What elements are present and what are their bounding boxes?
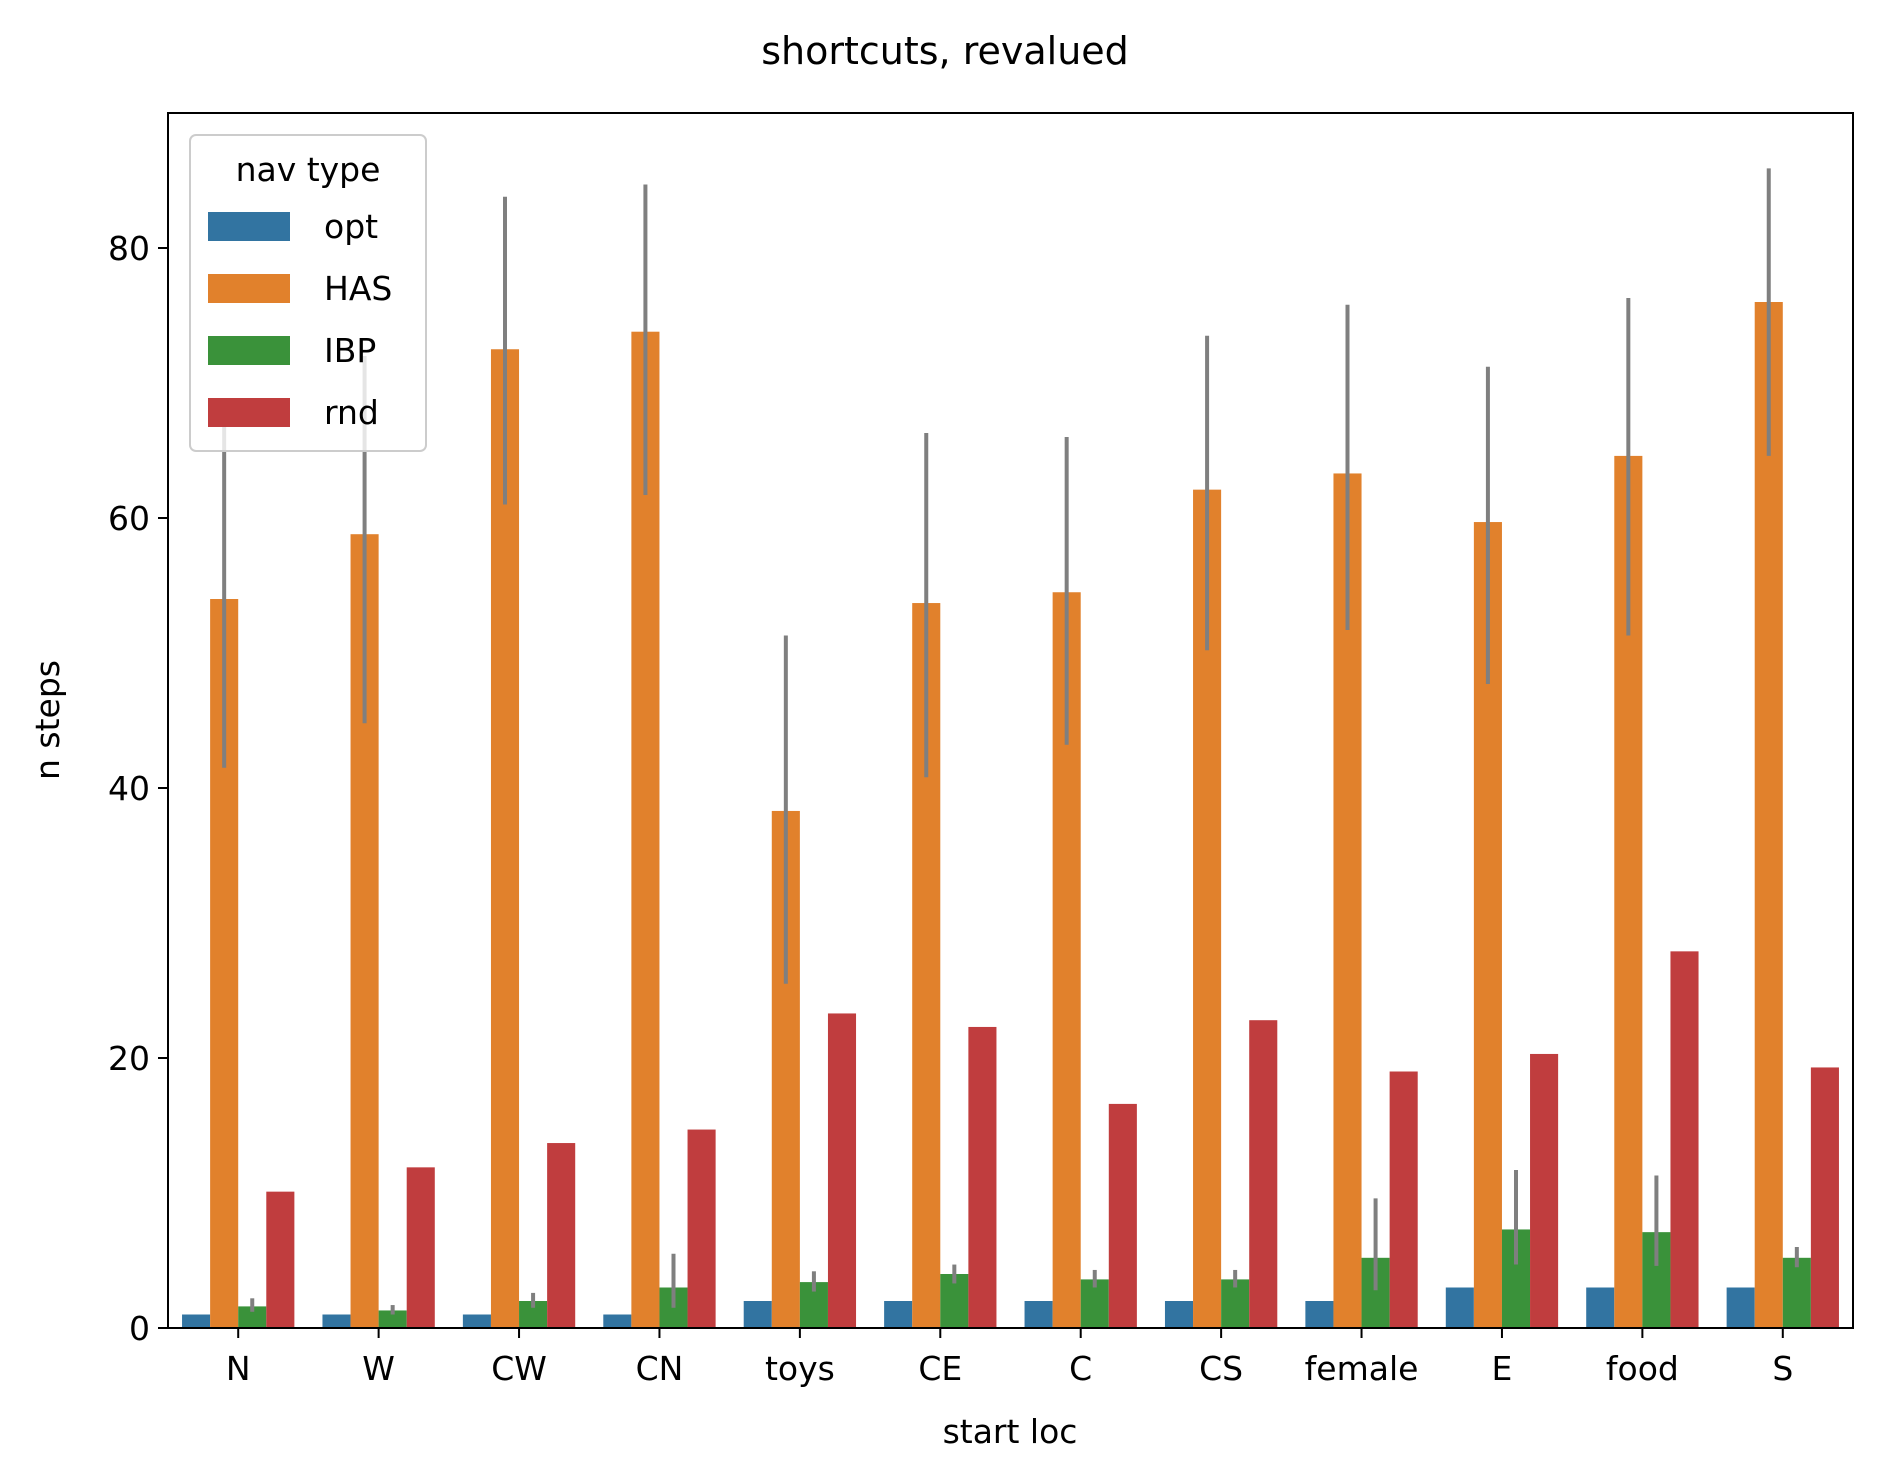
bar-opt-food (1586, 1287, 1615, 1328)
x-tick-label-C: C (1069, 1349, 1092, 1388)
bar-opt-CW (462, 1314, 491, 1328)
bar-rnd-E (1530, 1053, 1559, 1328)
legend-title: nav type (236, 150, 381, 189)
legend-swatch-IBP (208, 336, 290, 365)
x-tick-label-CS: CS (1199, 1349, 1243, 1388)
legend-swatch-rnd (208, 398, 290, 427)
chart-title: shortcuts, revalued (761, 29, 1129, 73)
x-tick-label-food: food (1606, 1349, 1679, 1388)
legend-swatch-HAS (208, 274, 290, 303)
bar-opt-CS (1164, 1301, 1194, 1328)
x-tick-label-N: N (226, 1349, 251, 1388)
bar-rnd-toys (827, 1013, 857, 1328)
legend: nav type opt HAS IBP rnd (189, 134, 427, 452)
legend-label-HAS: HAS (324, 269, 392, 308)
x-tick-label-W: W (362, 1349, 395, 1388)
bar-rnd-CS (1249, 1020, 1278, 1328)
bar-IBP-S (1782, 1257, 1811, 1328)
bar-opt-W (322, 1314, 351, 1328)
bar-rnd-W (406, 1167, 435, 1328)
x-tick-label-E: E (1492, 1349, 1513, 1388)
y-tick-label-40: 40 (108, 769, 150, 808)
bar-opt-E (1445, 1287, 1474, 1328)
x-tick-label-S: S (1772, 1349, 1793, 1388)
bar-HAS-CW (490, 349, 520, 1328)
bar-opt-female (1305, 1301, 1334, 1328)
bar-HAS-CN (631, 331, 660, 1328)
y-tick-label-60: 60 (108, 499, 150, 538)
x-tick-label-CN: CN (636, 1349, 684, 1388)
y-tick-label-20: 20 (108, 1039, 150, 1078)
x-axis-label: start loc (943, 1412, 1078, 1451)
legend-label-IBP: IBP (324, 331, 376, 370)
plot-frame (167, 112, 1854, 1329)
bar-opt-toys (743, 1301, 772, 1328)
legend-label-rnd: rnd (324, 393, 379, 432)
bar-IBP-N (238, 1306, 267, 1328)
bar-rnd-N (266, 1191, 295, 1328)
x-tick-label-female: female (1305, 1349, 1419, 1388)
bar-rnd-C (1108, 1103, 1137, 1328)
bar-opt-CN (603, 1314, 632, 1328)
x-tick-label-toys: toys (765, 1349, 835, 1388)
x-tick-label-CE: CE (918, 1349, 962, 1388)
y-tick-label-80: 80 (108, 229, 150, 268)
y-axis: 0 20 40 60 80 (108, 229, 168, 1348)
bar-rnd-CW (547, 1143, 576, 1328)
bar-rnd-female (1389, 1071, 1418, 1328)
bar-rnd-CN (687, 1129, 716, 1328)
x-tick-label-CW: CW (491, 1349, 547, 1388)
legend-swatch-opt (208, 212, 290, 241)
bar-HAS-S (1754, 302, 1783, 1328)
bar-opt-N (182, 1314, 211, 1328)
bar-rnd-S (1810, 1067, 1839, 1328)
bar-opt-CE (884, 1301, 913, 1328)
bar-opt-S (1726, 1287, 1755, 1328)
y-tick-label-0: 0 (129, 1309, 150, 1348)
bar-IBP-W (378, 1310, 407, 1328)
bar-rnd-food (1670, 951, 1699, 1328)
bar-opt-C (1024, 1301, 1053, 1328)
y-axis-label: n steps (28, 660, 67, 780)
bar-rnd-CE (968, 1026, 997, 1328)
legend-label-opt: opt (324, 207, 378, 246)
